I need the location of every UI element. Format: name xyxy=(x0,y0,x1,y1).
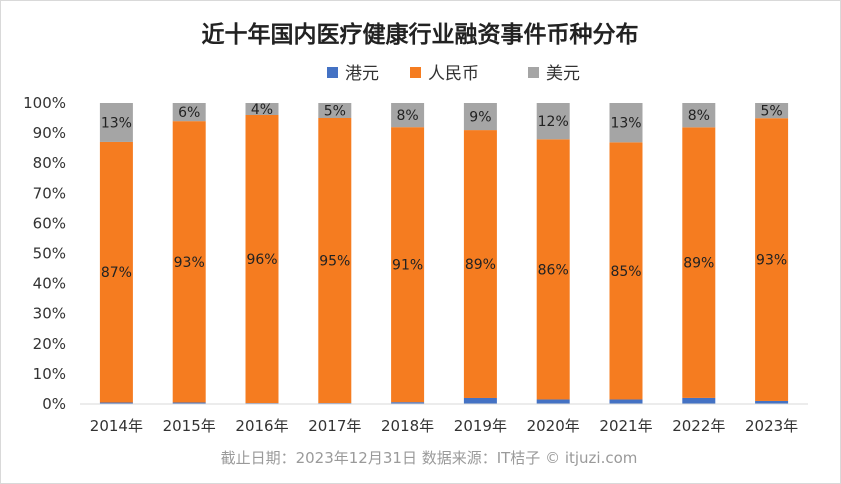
bar-segment xyxy=(391,402,425,404)
bar-segment xyxy=(245,115,279,404)
data-label: 12% xyxy=(538,114,569,130)
bar-segment xyxy=(391,127,425,403)
data-label: 95% xyxy=(319,254,350,270)
bar-segment xyxy=(682,127,716,398)
y-tick-label: 100% xyxy=(23,94,66,112)
bar-segment xyxy=(172,402,206,404)
bar-segment xyxy=(463,103,497,131)
legend: 港元 人民币 美元 xyxy=(327,64,580,84)
x-tick-label: 2014年 xyxy=(90,417,143,435)
bar-segment xyxy=(391,103,425,128)
data-label: 9% xyxy=(469,110,491,126)
y-tick-label: 30% xyxy=(33,305,66,323)
bar-segment xyxy=(536,103,570,140)
x-axis: 2014年 2015年 2016年 2017年 2018年 2019年 2020年 2021年… xyxy=(80,403,808,435)
source-note: 截止日期：2023年12月31日 数据来源：IT桔子 © itjuzi.com xyxy=(221,449,638,467)
y-tick-label: 0% xyxy=(42,395,66,413)
x-tick-label: 2020年 xyxy=(527,417,580,435)
bar-segment xyxy=(99,141,133,403)
x-tick-label: 2018年 xyxy=(381,417,434,435)
y-tick-label: 90% xyxy=(33,124,66,142)
x-tick-label: 2022年 xyxy=(672,417,725,435)
data-label: 87% xyxy=(101,265,132,281)
x-tick-label: 2016年 xyxy=(235,417,288,435)
bar-segment xyxy=(463,130,497,398)
legend-swatch-1 xyxy=(410,67,421,78)
x-tick-label: 2023年 xyxy=(745,417,798,435)
bar-segment xyxy=(172,121,206,403)
bar-segment xyxy=(99,402,133,404)
data-label: 4% xyxy=(251,102,273,118)
legend-label-0: 港元 xyxy=(345,64,379,84)
bar-segment xyxy=(609,399,643,404)
bar-segment xyxy=(609,103,643,143)
y-tick-label: 50% xyxy=(33,245,66,263)
bars: 87% 13% 93% 6% 96% 4% 95% 5% 91% 8% 89% 9% 86% 12% 85%… xyxy=(99,102,789,404)
y-tick-label: 20% xyxy=(33,335,66,353)
data-label: 6% xyxy=(178,105,200,121)
data-label: 89% xyxy=(465,257,496,273)
x-tick-label: 2015年 xyxy=(163,417,216,435)
bar-segment xyxy=(682,397,716,404)
bar-segment xyxy=(536,399,570,404)
bar-segment xyxy=(172,103,206,122)
data-label: 93% xyxy=(756,253,787,269)
legend-label-1: 人民币 xyxy=(428,64,479,84)
data-label: 91% xyxy=(392,258,423,274)
y-axis: 0% 10% 20% 30% 40% 50% 60% 70% 80% 90% 100% xyxy=(23,94,66,413)
legend-label-2: 美元 xyxy=(546,64,580,84)
bar-segment xyxy=(318,118,352,404)
data-label: 96% xyxy=(246,252,277,268)
data-label: 8% xyxy=(396,108,418,124)
y-tick-label: 10% xyxy=(33,365,66,383)
bar-segment xyxy=(755,118,789,401)
x-tick-label: 2017年 xyxy=(308,417,361,435)
bar-segment xyxy=(755,400,789,404)
data-label: 86% xyxy=(538,262,569,278)
y-tick-label: 40% xyxy=(33,275,66,293)
data-label: 13% xyxy=(101,115,132,131)
data-label: 5% xyxy=(760,104,782,120)
bar-segment xyxy=(318,103,352,118)
bar-segment xyxy=(536,139,570,400)
x-tick-label: 2021年 xyxy=(599,417,652,435)
legend-swatch-2 xyxy=(528,67,539,78)
bar-segment xyxy=(609,142,643,400)
data-label: 13% xyxy=(610,116,641,132)
data-label: 5% xyxy=(324,104,346,120)
y-tick-label: 80% xyxy=(33,154,66,172)
chart-title: 近十年国内医疗健康行业融资事件币种分布 xyxy=(202,21,639,48)
bar-segment xyxy=(245,103,279,115)
data-label: 89% xyxy=(683,256,714,272)
y-tick-label: 60% xyxy=(33,214,66,232)
bar-segment xyxy=(755,103,789,119)
data-label: 8% xyxy=(688,108,710,124)
data-label: 85% xyxy=(610,264,641,280)
data-label: 93% xyxy=(174,255,205,271)
y-tick-label: 70% xyxy=(33,184,66,202)
bar-segment xyxy=(99,103,133,142)
bar-segment xyxy=(682,103,716,128)
legend-swatch-0 xyxy=(327,67,338,78)
x-tick-label: 2019年 xyxy=(454,417,507,435)
bar-segment xyxy=(463,397,497,404)
